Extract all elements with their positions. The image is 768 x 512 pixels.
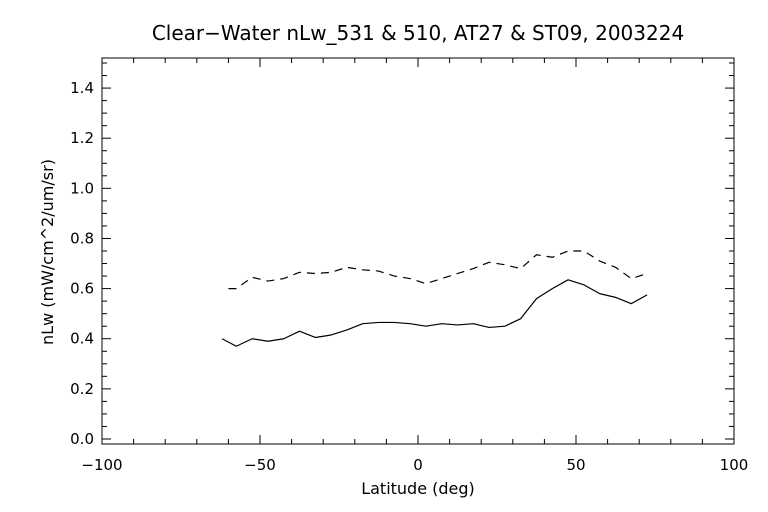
y-tick-label: 1.0 [70,179,94,197]
y-tick-label: 0.6 [70,280,94,298]
x-tick-label: 100 [720,456,749,474]
y-axis-label: nLw (mW/cm^2/um/sr) [38,159,57,345]
x-tick-label: 50 [566,456,585,474]
y-tick-label: 0.4 [70,330,94,348]
y-tick-label: 1.4 [70,79,94,97]
x-axis-label: Latitude (deg) [361,479,475,498]
y-tick-label: 0.0 [70,430,94,448]
y-tick-label: 0.8 [70,229,94,247]
x-tick-label: 0 [413,456,423,474]
y-tick-label: 0.2 [70,380,94,398]
x-tick-label: −100 [81,456,122,474]
series-layer [221,250,648,347]
tick-layer [101,58,735,444]
tick-label-layer: −100 −50 0 50 100 0.0 0.2 0.4 0.6 0.8 1.0 1.2 1.4 [70,79,748,474]
chart-title: Clear−Water nLw_531 & 510, AT27 & ST09, … [152,21,684,45]
series-line-solid [221,279,648,347]
y-tick-label: 1.2 [70,129,94,147]
series-line-dashed [228,250,648,290]
x-tick-label: −50 [244,456,276,474]
